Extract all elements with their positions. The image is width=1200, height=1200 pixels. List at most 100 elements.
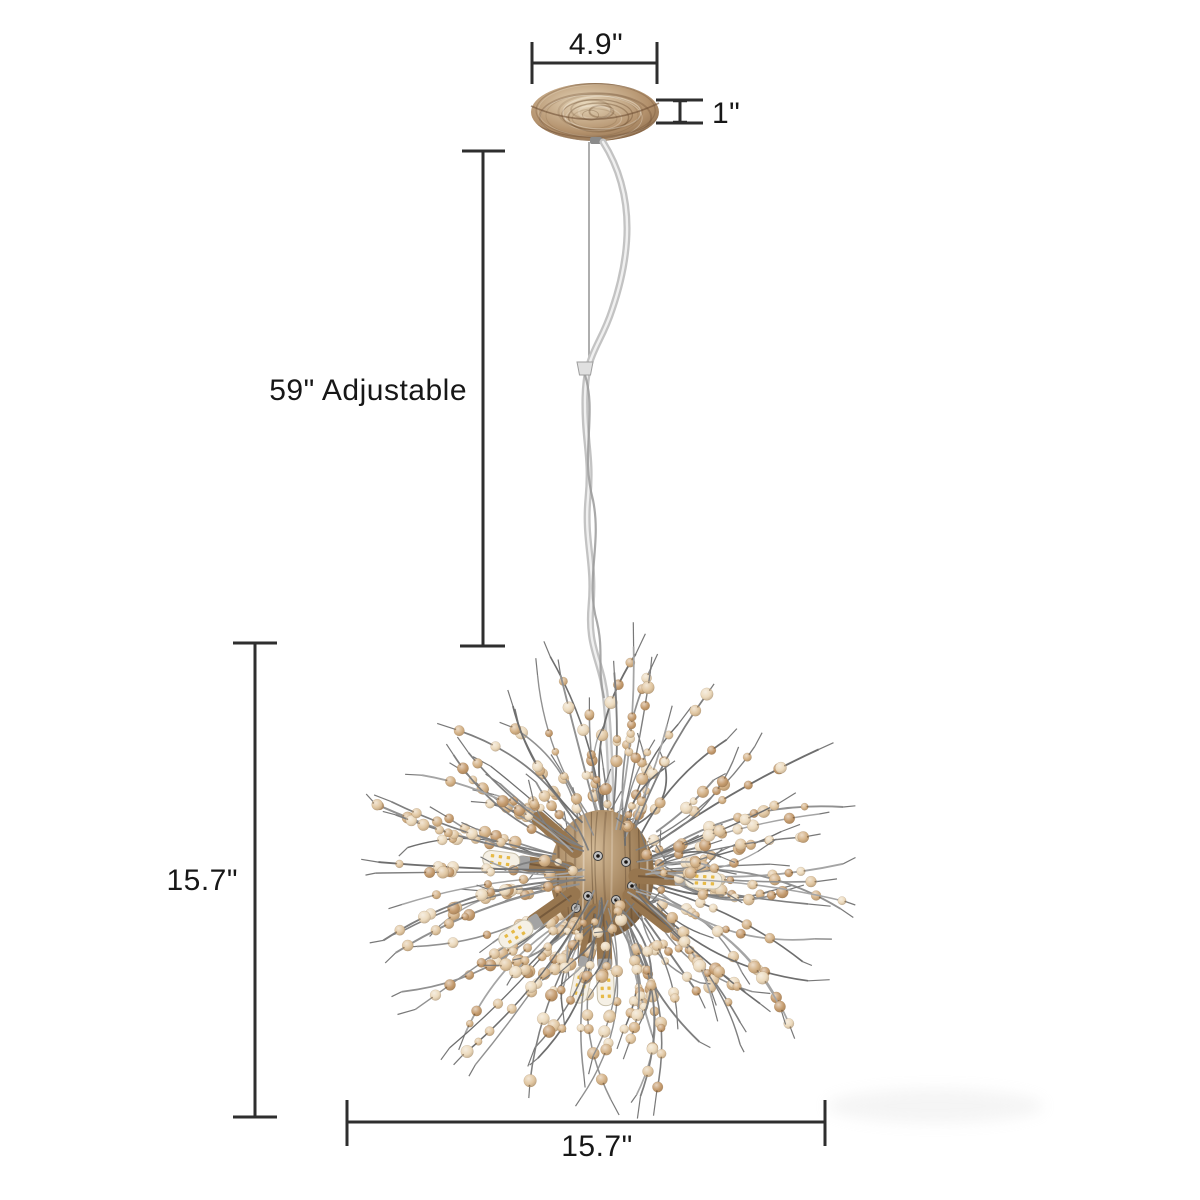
wood-bead [371,798,383,811]
wood-bead [472,758,483,769]
bead-hole [623,823,626,826]
wood-bead [697,889,709,901]
bead-hole [491,743,493,746]
wood-bead [465,827,478,840]
bead-hole [656,952,659,955]
bead-hole [544,947,546,950]
wood-bead [443,918,455,929]
wood-bead [604,695,618,710]
bead-hole [435,828,437,830]
socket-arm-shade [535,894,573,922]
branch-wire [624,926,653,1035]
bead-hole [545,1034,547,1037]
bead-hole [628,747,631,750]
bead-hole [756,823,759,826]
bead-hole [689,977,692,980]
bead-hole [437,839,440,842]
branch-wire [635,760,734,851]
bead-hole [591,771,593,774]
bead-hole [432,819,435,821]
bead-hole [776,802,779,805]
wire-tip [726,728,738,741]
led-chip [497,861,502,866]
wire-tip [541,974,551,981]
wood-bead [645,980,657,991]
bead-hole [689,803,691,806]
bead-hole [732,879,735,882]
bead-hole [615,913,617,916]
chandelier-burst [361,622,856,1119]
bead-hole [724,891,727,894]
led-chip [694,881,699,885]
bead-hole [744,842,747,845]
wire-tip [587,981,599,999]
bead-hole [697,705,699,708]
label-canopy-width: 4.9" [569,28,623,61]
wood-bead [544,729,554,738]
bead-hole [570,948,573,950]
socket-hole [596,854,600,858]
bead-hole [708,689,711,691]
bead-hole [806,805,809,808]
bead-hole [432,894,434,897]
wire-tip [819,811,830,815]
wire-tip [453,1054,464,1066]
wood-bead [628,1021,641,1034]
grain-ring [561,99,634,131]
ceiling-canopy [530,83,660,144]
wood-bead [483,879,493,889]
wood-bead [520,956,530,966]
bead-hole [512,961,515,964]
bead-hole [489,955,492,958]
wood-bead [430,924,442,936]
wire-tip [445,743,454,756]
bead-hole [616,735,618,737]
wood-bead [599,782,613,795]
grain-ring [537,84,659,138]
bead-hole [444,924,447,927]
bead-hole [433,865,435,868]
twisted-strand [582,371,606,699]
bead-hole [844,900,847,903]
wood-bead [546,800,557,812]
bead-hole [445,986,448,989]
wood-bead [405,814,418,827]
wire-tip [636,732,643,748]
bead-hole [680,949,682,952]
bead-hole [584,979,587,982]
bead-hole [496,840,499,843]
wire-tip [437,722,458,731]
wire-tip [397,1008,416,1016]
wire-tip [384,952,397,964]
wire-tip [840,908,854,918]
bead-hole [508,1010,511,1013]
wood-bead [700,687,714,701]
bead-hole [581,924,583,927]
bead-hole [595,935,598,938]
wire-tip [516,887,539,890]
wood-bead [488,948,500,960]
wood-bead [741,919,753,930]
wood-bead [551,747,560,756]
wire-tip [504,864,518,871]
branch-wire [633,883,809,982]
bead-hole [706,894,708,896]
wood-bead [631,1008,644,1022]
bead-hole [736,860,739,863]
bead-hole [482,934,485,937]
bead-hole [586,998,589,1000]
label-cord-length: 59" Adjustable [269,374,467,407]
led-chip [521,931,526,936]
bead-hole [772,939,775,942]
wood-bead [394,924,406,936]
bead-hole [670,731,672,734]
bead-hole [724,797,726,800]
wood-bead [643,748,652,757]
wire-tip [550,859,566,868]
bead-hole [486,871,488,873]
wood-bead [565,995,576,1005]
wire-tip [594,930,609,934]
bead-hole [774,893,776,896]
wood-bead [769,800,780,811]
bead-hole [706,889,709,892]
